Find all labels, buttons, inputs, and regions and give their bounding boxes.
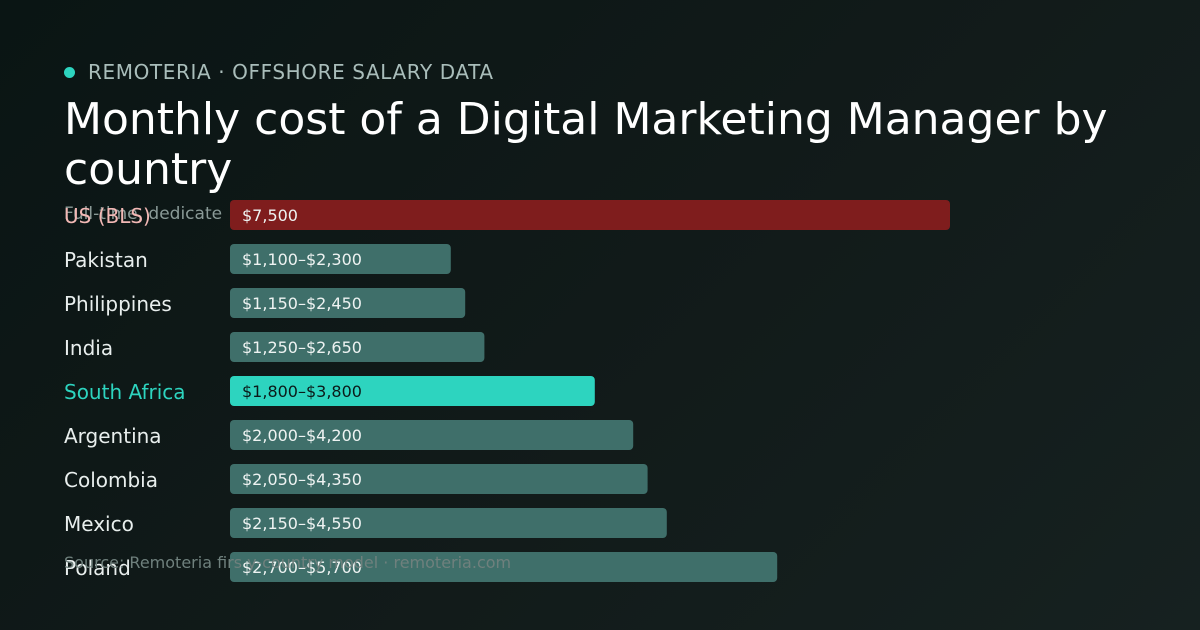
category-label: US (BLS)	[64, 204, 151, 228]
chart-subtitle: Full-time, dedicate	[64, 204, 223, 224]
category-label: Colombia	[64, 468, 158, 492]
bar	[230, 420, 634, 450]
bar-row: Poland $2,700–$5,700	[64, 552, 778, 582]
bar-row: Colombia $2,050–$4,350	[64, 464, 648, 494]
value-label: $7,500	[242, 206, 298, 225]
value-label: $2,700–$5,700	[242, 558, 362, 577]
bar	[230, 552, 778, 582]
value-label: $1,250–$2,650	[242, 338, 362, 357]
brand-header: REMOTERIA · OFFSHORE SALARY DATA	[64, 59, 494, 85]
bar-row: US (BLS) $7,500	[64, 200, 950, 230]
category-label: Philippines	[64, 292, 172, 316]
bar	[230, 376, 595, 406]
value-label: $2,150–$4,550	[242, 514, 362, 533]
bar-row: Argentina $2,000–$4,200	[64, 420, 634, 450]
value-label: $2,000–$4,200	[242, 426, 362, 445]
bar	[230, 332, 485, 362]
source-note: Source: Remoteria firs y-country model ·…	[64, 553, 512, 572]
bar	[230, 508, 667, 538]
chart-title: Monthly cost of a Digital Marketing Mana…	[64, 94, 1108, 195]
bar	[230, 288, 466, 318]
bar-row: Pakistan $1,100–$2,300	[64, 244, 451, 274]
value-label: $2,050–$4,350	[242, 470, 362, 489]
bar-row: Mexico $2,150–$4,550	[64, 508, 667, 538]
category-label: Argentina	[64, 424, 162, 448]
value-label: $1,150–$2,450	[242, 294, 362, 313]
value-label: $1,100–$2,300	[242, 250, 362, 269]
brand-label: REMOTERIA · OFFSHORE SALARY DATA	[88, 60, 494, 84]
bar-row: India $1,250–$2,650	[64, 332, 485, 362]
value-label: $1,800–$3,800	[242, 382, 362, 401]
category-label: South Africa	[64, 380, 186, 404]
category-label: Poland	[64, 556, 131, 580]
category-label: India	[64, 336, 113, 360]
brand-dot-icon	[64, 66, 75, 78]
bar	[230, 464, 648, 494]
bar	[230, 244, 451, 274]
category-label: Mexico	[64, 512, 134, 536]
category-label: Pakistan	[64, 248, 148, 272]
bar-row: Philippines $1,150–$2,450	[64, 288, 466, 318]
bar-row: South Africa $1,800–$3,800	[64, 376, 595, 406]
bar	[230, 200, 950, 230]
